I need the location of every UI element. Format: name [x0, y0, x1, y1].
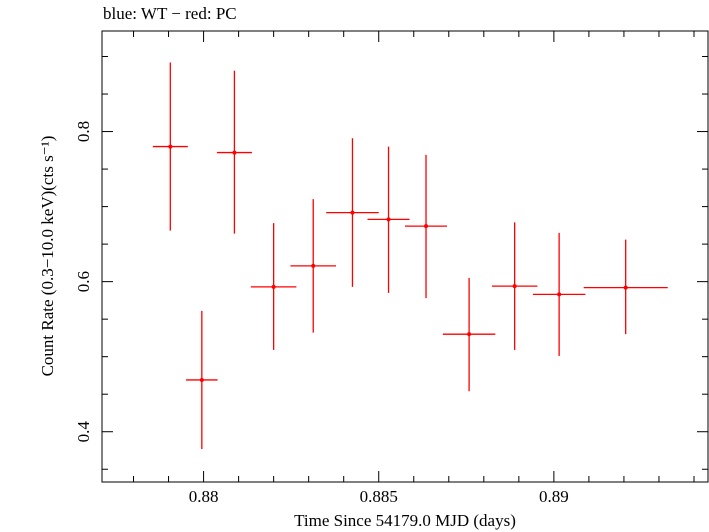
- data-point: [367, 146, 410, 293]
- data-point: [186, 310, 218, 449]
- x-tick-label: 0.88: [189, 487, 219, 506]
- plot-frame: [101, 30, 709, 483]
- x-tick-label: 0.885: [360, 487, 398, 506]
- x-axis-label: Time Since 54179.0 MJD (days): [294, 511, 516, 530]
- point-marker: [424, 224, 429, 229]
- point-marker: [386, 217, 391, 222]
- ticks-layer: 0.88 0.885 0.89 0.4 0.6 0.8: [74, 31, 708, 506]
- y-tick-label: 0.8: [74, 121, 93, 142]
- point-marker: [512, 284, 517, 289]
- data-point: [491, 222, 538, 350]
- x-tick-label: 0.89: [539, 487, 569, 506]
- point-marker: [311, 263, 316, 268]
- point-marker: [232, 150, 237, 155]
- data-point: [250, 223, 297, 350]
- data-point: [442, 277, 496, 392]
- y-tick-label: 0.4: [74, 421, 93, 443]
- data-layer: [152, 62, 668, 449]
- data-point: [216, 70, 252, 234]
- point-marker: [168, 144, 173, 149]
- data-point: [405, 154, 448, 299]
- data-point: [152, 62, 188, 231]
- y-tick-label: 0.6: [74, 271, 93, 292]
- data-point: [326, 138, 379, 287]
- data-point: [583, 239, 668, 335]
- point-marker: [557, 292, 562, 297]
- point-marker: [199, 377, 204, 382]
- chart-title: blue: WT − red: PC: [103, 4, 237, 23]
- y-axis-label: Count Rate (0.3−10.0 keV)(cts s⁻¹): [38, 136, 57, 377]
- data-point: [290, 199, 336, 333]
- point-marker: [467, 332, 472, 337]
- point-marker: [271, 284, 276, 289]
- point-marker: [350, 210, 355, 215]
- point-marker: [623, 285, 628, 290]
- data-point: [532, 232, 586, 356]
